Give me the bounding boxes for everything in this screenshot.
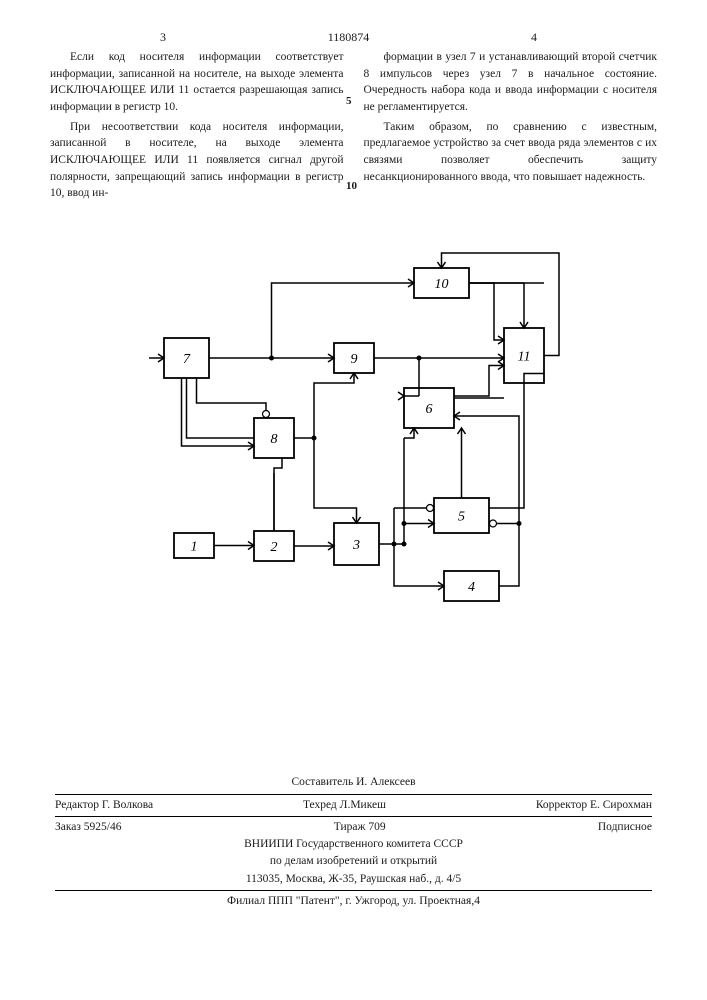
svg-text:7: 7 [183, 352, 191, 367]
right-column: формации в узел 7 и устанавливающий втор… [364, 49, 658, 205]
page-num-left: 3 [50, 30, 166, 45]
header-row: 3 1180874 4 [50, 30, 657, 45]
svg-text:5: 5 [458, 510, 465, 525]
editor: Редактор Г. Волкова [55, 797, 153, 814]
svg-text:4: 4 [468, 580, 475, 595]
divider [55, 794, 652, 795]
diagram-svg: 1 2 3 4 5 6 7 8 9 10 11 [124, 213, 584, 633]
svg-text:6: 6 [425, 402, 432, 417]
svg-text:9: 9 [350, 352, 357, 367]
svg-text:10: 10 [434, 277, 448, 292]
block-diagram: 1 2 3 4 5 6 7 8 9 10 11 [50, 213, 657, 633]
svg-text:1: 1 [190, 540, 197, 555]
svg-text:3: 3 [352, 538, 360, 553]
svg-text:2: 2 [270, 540, 277, 555]
org1: ВНИИПИ Государственного комитета СССР [55, 836, 652, 853]
order: Заказ 5925/46 [55, 819, 122, 836]
svg-text:11: 11 [517, 350, 530, 365]
addr: 113035, Москва, Ж-35, Раушская наб., д. … [55, 871, 652, 888]
branch: Филиал ППП "Патент", г. Ужгород, ул. Про… [55, 893, 652, 910]
page-num-right: 4 [531, 30, 657, 45]
divider [55, 816, 652, 817]
credits-row: Редактор Г. Волкова Техред Л.Микеш Корре… [55, 797, 652, 814]
order-row: Заказ 5925/46 Тираж 709 Подписное [55, 819, 652, 836]
left-p1: Если код носителя информации соответству… [50, 49, 344, 116]
line-marker-10: 10 [346, 180, 357, 192]
compiler: Составитель И. Алексеев [55, 774, 652, 791]
corrector: Корректор Е. Сирохман [536, 797, 652, 814]
org2: по делам изобретений и открытий [55, 853, 652, 870]
right-p2: Таким образом, по сравнению с известным,… [364, 119, 658, 186]
right-p1: формации в узел 7 и устанавливающий втор… [364, 49, 658, 116]
svg-text:8: 8 [270, 432, 277, 447]
tech: Техред Л.Микеш [303, 797, 386, 814]
footer: Составитель И. Алексеев Редактор Г. Волк… [55, 774, 652, 910]
line-marker-5: 5 [346, 95, 352, 107]
doc-number: 1180874 [166, 30, 531, 45]
page: 3 1180874 4 5 10 Если код носителя инфор… [0, 0, 707, 1000]
tirazh: Тираж 709 [334, 819, 386, 836]
left-p2: При несоответствии кода носителя информа… [50, 119, 344, 202]
subscribe: Подписное [598, 819, 652, 836]
left-column: Если код носителя информации соответству… [50, 49, 344, 205]
divider [55, 890, 652, 891]
